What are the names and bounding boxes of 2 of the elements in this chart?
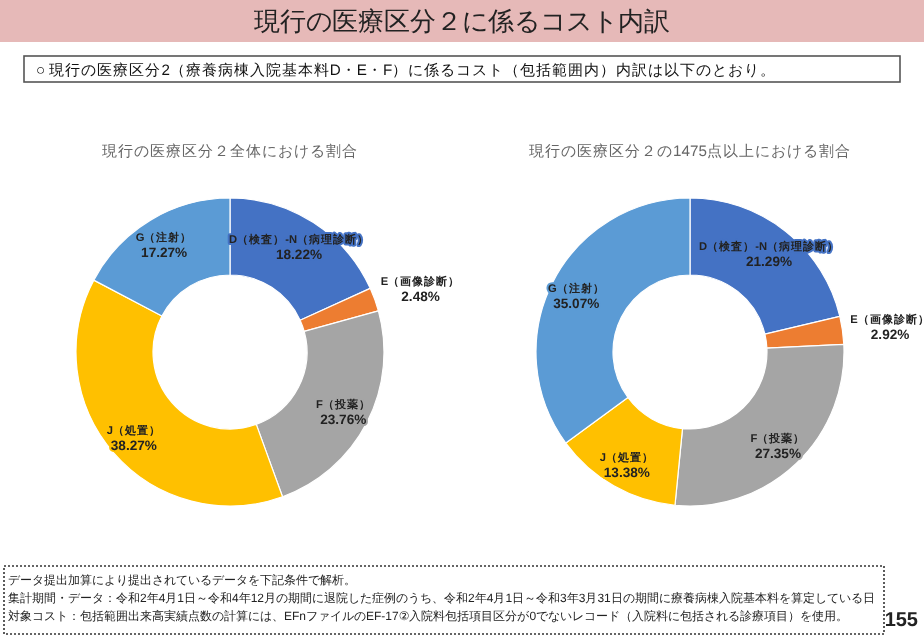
text: 現行の医療区分２に係るコスト内訳: [254, 6, 670, 36]
text: 155: [884, 610, 919, 632]
